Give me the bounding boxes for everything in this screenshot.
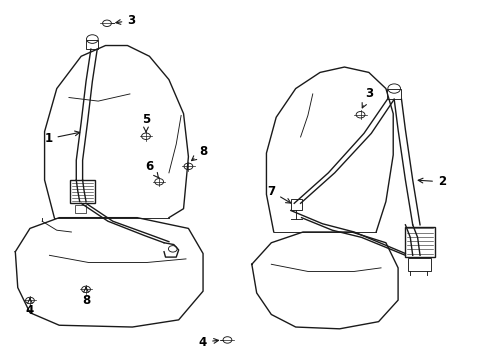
Text: 8: 8 (81, 287, 90, 307)
Bar (290, 199, 301, 211)
Text: 5: 5 (142, 113, 150, 132)
Text: 1: 1 (44, 131, 80, 145)
Text: 3: 3 (362, 87, 372, 108)
Text: 4: 4 (26, 298, 34, 318)
Bar (86, 40, 98, 49)
Text: 4: 4 (199, 336, 218, 348)
Text: 7: 7 (267, 185, 290, 203)
Bar (70, 180, 95, 203)
Bar (407, 258, 430, 271)
Text: 8: 8 (191, 145, 207, 161)
Text: 2: 2 (417, 175, 445, 188)
Bar (405, 226, 434, 257)
Text: 3: 3 (116, 14, 135, 27)
Bar (75, 205, 86, 213)
Text: 6: 6 (145, 160, 158, 178)
Bar (386, 89, 400, 99)
